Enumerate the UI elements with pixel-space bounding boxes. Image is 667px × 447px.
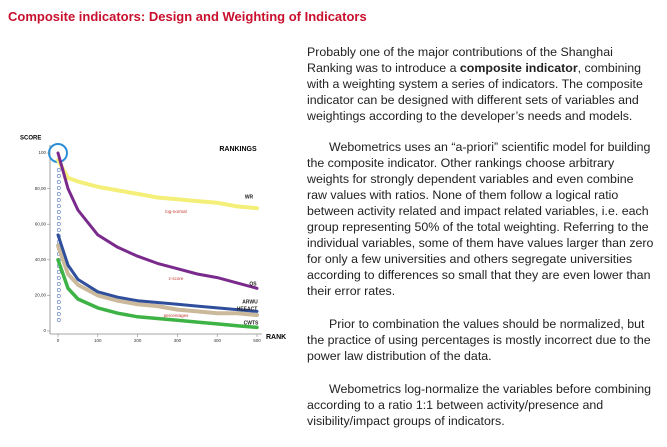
series-line xyxy=(56,158,259,211)
scatter-dot xyxy=(56,300,61,304)
scatter-dot xyxy=(56,222,61,226)
x-tick-label: 0 xyxy=(57,338,60,343)
annotation: z-score xyxy=(169,276,184,281)
series-line xyxy=(56,243,259,317)
series-line xyxy=(56,151,259,290)
annotation: percentages xyxy=(164,313,190,318)
paragraph: Webometrics log-normalize the variables … xyxy=(307,382,652,428)
series-label: WR xyxy=(245,194,254,200)
series-label: QS xyxy=(249,281,257,287)
x-tick-label: 300 xyxy=(174,338,182,343)
y-tick-label: 80,00 xyxy=(35,186,47,191)
scatter-dot xyxy=(56,204,61,208)
series-line xyxy=(56,258,259,330)
scatter-dot xyxy=(56,312,61,316)
scatter-dot xyxy=(56,288,61,292)
scatter-dot xyxy=(56,306,61,310)
paragraph: Prior to combination the values should b… xyxy=(307,317,651,363)
bold-text: composite indicator xyxy=(459,61,578,75)
paragraph: Probably one of the major contributions … xyxy=(307,44,655,124)
body-text: Probably one of the major contributions … xyxy=(307,44,655,444)
scatter-dot xyxy=(56,318,61,322)
scatter-dot xyxy=(56,228,61,232)
scatter-dot xyxy=(56,168,61,172)
scatter-dot xyxy=(56,276,61,280)
series-label: ARWU xyxy=(242,299,258,305)
y-tick-label: 100 xyxy=(38,150,46,155)
y-axis-label: SCORE xyxy=(20,136,41,142)
text-run: Probably one of the major contributions … xyxy=(307,45,613,75)
x-tick-label: 200 xyxy=(134,338,142,343)
series-line xyxy=(56,233,259,313)
chart-title: RANKINGS xyxy=(219,146,257,153)
x-axis-label: RANK xyxy=(266,334,286,341)
scatter-dot xyxy=(56,294,61,298)
x-tick-label: 500 xyxy=(253,338,261,343)
scatter-dot xyxy=(56,198,61,202)
y-tick-label: 20,00 xyxy=(35,293,47,298)
series-label: HEEACT xyxy=(237,306,258,312)
y-tick-label: 0 xyxy=(43,328,46,333)
y-tick-label: 60,00 xyxy=(35,221,47,226)
text-run: , combining with a weighting system a se… xyxy=(307,61,643,123)
chart: SCORE RANKINGS RANK 0 20,00 40,00 60,00 80,0… xyxy=(20,128,292,350)
scatter-dot xyxy=(56,282,61,286)
scatter-dot xyxy=(56,192,61,196)
scatter-dot xyxy=(56,210,61,214)
scatter-dot xyxy=(56,216,61,220)
scatter-dot xyxy=(56,186,61,190)
series-label: CWTS xyxy=(244,320,259,326)
paragraph: Webometrics uses an “a-priori” scientifi… xyxy=(307,140,654,298)
page-title: Composite indicators: Design and Weighti… xyxy=(8,9,367,24)
x-tick-label: 100 xyxy=(94,338,102,343)
scatter-dot xyxy=(56,180,61,184)
annotation: log-normal xyxy=(165,209,186,214)
y-tick-label: 40,00 xyxy=(35,257,47,262)
x-tick-label: 400 xyxy=(213,338,221,343)
scatter-dot xyxy=(56,174,61,178)
scatter-dot xyxy=(56,270,61,274)
